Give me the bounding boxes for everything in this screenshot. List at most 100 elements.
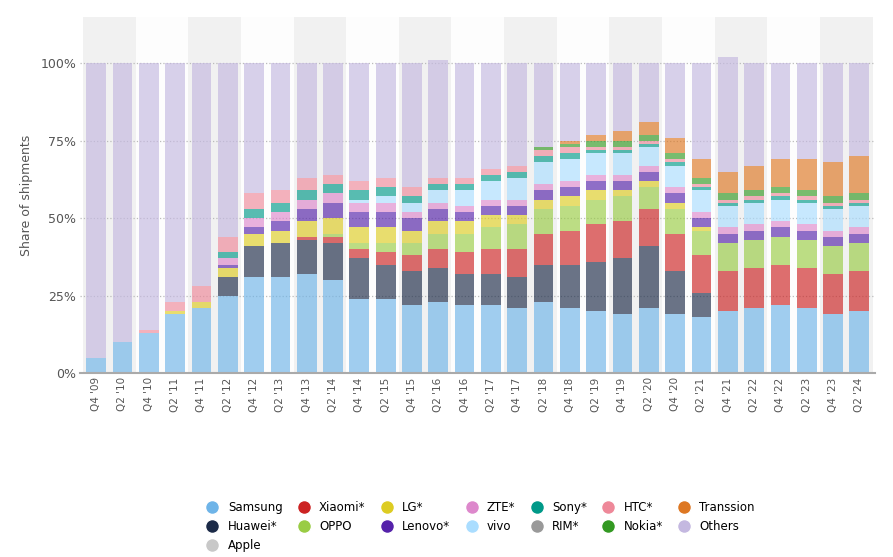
- Bar: [534, 163, 554, 184]
- Bar: [87, 63, 106, 358]
- Bar: [192, 302, 212, 308]
- Bar: [849, 311, 869, 373]
- Bar: [188, 17, 214, 373]
- Bar: [560, 63, 580, 141]
- Bar: [691, 227, 712, 231]
- Bar: [718, 206, 738, 227]
- Bar: [429, 249, 448, 268]
- Bar: [771, 159, 790, 187]
- Bar: [797, 190, 816, 197]
- Bar: [349, 243, 369, 249]
- Bar: [402, 231, 421, 243]
- Bar: [797, 308, 816, 373]
- Bar: [323, 218, 343, 234]
- Bar: [587, 262, 606, 311]
- Bar: [244, 277, 264, 373]
- Bar: [849, 199, 869, 203]
- Bar: [481, 63, 501, 169]
- Bar: [320, 17, 346, 373]
- Bar: [402, 187, 421, 197]
- Bar: [849, 206, 869, 227]
- Bar: [587, 190, 606, 199]
- Bar: [376, 63, 396, 178]
- Bar: [849, 63, 869, 156]
- Bar: [376, 187, 396, 197]
- Bar: [560, 159, 580, 181]
- Bar: [639, 63, 659, 122]
- Bar: [744, 308, 764, 373]
- Bar: [613, 153, 632, 175]
- Bar: [481, 169, 501, 175]
- Bar: [613, 147, 632, 150]
- Bar: [823, 274, 843, 314]
- Bar: [376, 243, 396, 252]
- Bar: [507, 249, 527, 277]
- Bar: [534, 199, 554, 209]
- Bar: [583, 17, 609, 373]
- Bar: [244, 193, 264, 209]
- Bar: [455, 190, 474, 206]
- Bar: [192, 286, 212, 302]
- Bar: [849, 271, 869, 311]
- Bar: [218, 258, 238, 265]
- Bar: [507, 206, 527, 215]
- Bar: [797, 268, 816, 308]
- Bar: [771, 265, 790, 305]
- Bar: [797, 197, 816, 199]
- Bar: [349, 203, 369, 212]
- Bar: [296, 199, 316, 209]
- Bar: [744, 190, 764, 197]
- Bar: [823, 314, 843, 373]
- Bar: [504, 17, 530, 373]
- Bar: [323, 203, 343, 218]
- Bar: [639, 144, 659, 147]
- Bar: [534, 265, 554, 302]
- Bar: [241, 17, 267, 373]
- Bar: [429, 209, 448, 221]
- Bar: [402, 271, 421, 305]
- Bar: [691, 256, 712, 292]
- Bar: [271, 203, 290, 212]
- Bar: [429, 203, 448, 209]
- Bar: [218, 63, 238, 237]
- Bar: [823, 163, 843, 197]
- Bar: [665, 203, 685, 209]
- Bar: [639, 209, 659, 246]
- Bar: [744, 165, 764, 190]
- Bar: [665, 314, 685, 373]
- Bar: [797, 231, 816, 240]
- Bar: [823, 209, 843, 231]
- Bar: [718, 234, 738, 243]
- Bar: [744, 199, 764, 203]
- Bar: [481, 206, 501, 215]
- Bar: [296, 237, 316, 240]
- Bar: [530, 17, 556, 373]
- Bar: [665, 209, 685, 234]
- Bar: [481, 175, 501, 181]
- Bar: [429, 221, 448, 234]
- Bar: [83, 17, 109, 373]
- Bar: [587, 147, 606, 150]
- Bar: [113, 63, 132, 342]
- Bar: [691, 187, 712, 190]
- Bar: [665, 271, 685, 314]
- Bar: [587, 134, 606, 141]
- Bar: [639, 172, 659, 181]
- Bar: [192, 308, 212, 373]
- Bar: [744, 224, 764, 231]
- Bar: [296, 190, 316, 199]
- Bar: [402, 203, 421, 212]
- Bar: [662, 17, 689, 373]
- Bar: [244, 227, 264, 234]
- Bar: [587, 153, 606, 175]
- Bar: [665, 63, 685, 138]
- Bar: [741, 17, 767, 373]
- Bar: [349, 212, 369, 227]
- Bar: [165, 63, 185, 302]
- Bar: [346, 17, 372, 373]
- Bar: [455, 305, 474, 373]
- Bar: [613, 141, 632, 147]
- Bar: [429, 184, 448, 190]
- Bar: [797, 199, 816, 203]
- Bar: [718, 193, 738, 199]
